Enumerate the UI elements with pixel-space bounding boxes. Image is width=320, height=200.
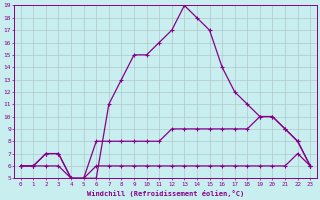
X-axis label: Windchill (Refroidissement éolien,°C): Windchill (Refroidissement éolien,°C) — [87, 190, 244, 197]
